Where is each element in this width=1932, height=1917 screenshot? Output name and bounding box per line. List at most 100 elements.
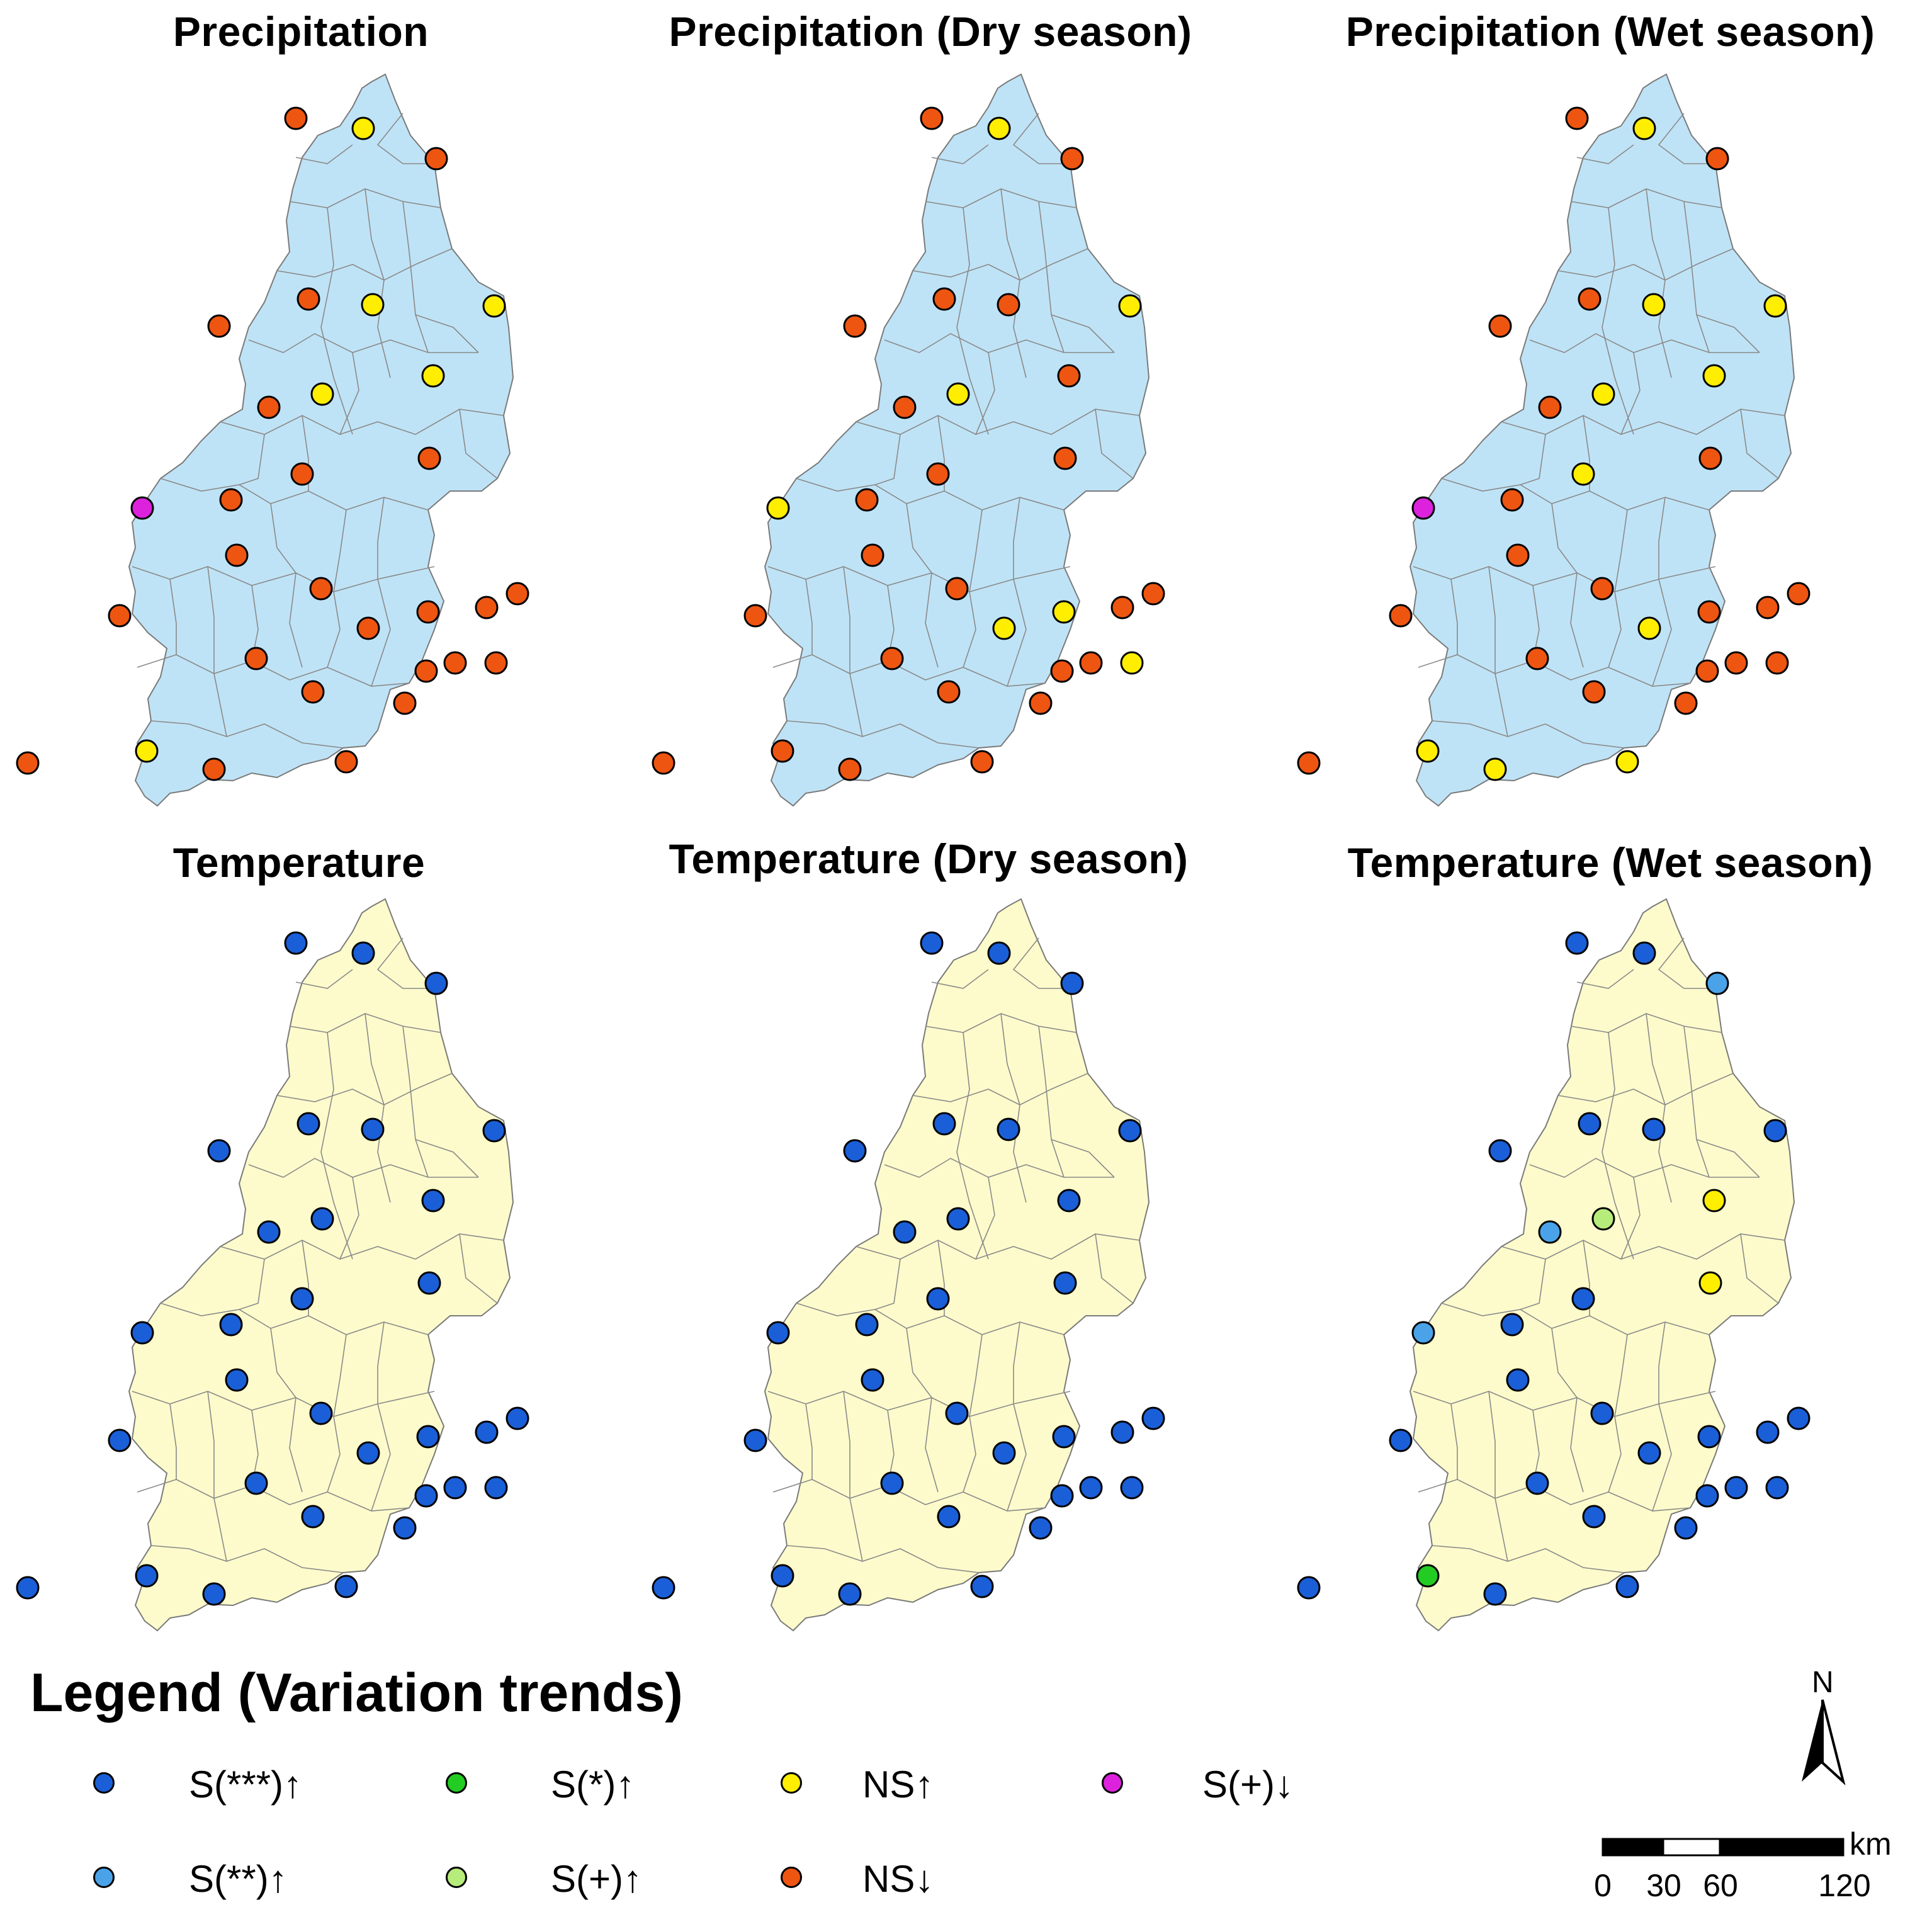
subbasin-boundary xyxy=(1740,409,1779,479)
station-marker-ns-up xyxy=(1632,116,1656,140)
legend-label-s-plus-down: S(+)↓ xyxy=(1202,1763,1294,1806)
station-marker-ns-down xyxy=(1079,651,1103,675)
station-marker-ns-down xyxy=(920,106,944,130)
legend-label-ns-up: NS↑ xyxy=(862,1763,934,1806)
station-marker-s3-up xyxy=(244,1471,268,1495)
station-marker-s3-up xyxy=(1590,1401,1614,1425)
subbasin-boundary xyxy=(327,509,347,668)
subbasin-boundary xyxy=(402,1026,429,1178)
subbasin-boundary xyxy=(1683,1026,1710,1178)
station-marker-s3-up xyxy=(920,931,944,955)
legend-label-s-plus-up: S(+)↑ xyxy=(551,1858,643,1900)
station-marker-ns-down xyxy=(1297,751,1321,775)
station-marker-s3-up xyxy=(1637,1441,1661,1465)
station-marker-s3-up xyxy=(652,1576,675,1600)
map-panel-4 xyxy=(16,898,529,1632)
subbasin-boundary xyxy=(1683,201,1710,353)
subbasin-boundary xyxy=(1557,248,1734,281)
subbasin-boundary xyxy=(1441,478,1710,511)
station-marker-s3-up xyxy=(482,1119,506,1143)
station-marker-s3-up xyxy=(997,1117,1020,1141)
station-marker-ns-down xyxy=(1582,680,1606,704)
subbasin-boundary xyxy=(1450,579,1458,655)
station-marker-ns-down xyxy=(1590,577,1614,601)
station-marker-ns-down xyxy=(309,577,333,601)
subbasin-boundary xyxy=(1602,1032,1634,1260)
station-marker-s3-up xyxy=(1565,931,1589,955)
station-marker-s3-up xyxy=(1763,1119,1787,1143)
panel-title-precipitation-dry: Precipitation (Dry season) xyxy=(669,8,1192,55)
station-marker-ns-down xyxy=(1389,604,1413,628)
scale-tick-0: 0 xyxy=(1594,1868,1612,1903)
station-marker-ns-down xyxy=(202,757,226,781)
station-marker-s3-up xyxy=(207,1139,231,1163)
subbasin-boundary xyxy=(1012,113,1070,164)
station-marker-ns-up xyxy=(1571,462,1595,486)
station-marker-ns-down xyxy=(932,287,956,311)
subbasin-boundary xyxy=(1038,201,1065,353)
map-panel-5 xyxy=(652,898,1165,1632)
station-marker-ns-down xyxy=(484,651,508,675)
station-marker-s3-up xyxy=(1079,1476,1103,1500)
region-boundary xyxy=(128,898,514,1632)
station-marker-ns-down xyxy=(356,616,380,640)
station-marker-ns-down xyxy=(414,659,438,683)
subbasin-boundary xyxy=(1696,1139,1760,1178)
station-marker-ns-up xyxy=(1698,1271,1722,1295)
subbasin-boundary xyxy=(843,1391,863,1562)
station-marker-s3-up xyxy=(257,1220,281,1244)
subbasin-boundary xyxy=(137,654,410,687)
subbasin-boundary xyxy=(1051,1139,1115,1178)
station-marker-s3-up xyxy=(1483,1582,1507,1606)
subbasin-boundary xyxy=(1501,1233,1785,1260)
subbasin-boundary xyxy=(376,937,434,989)
subbasin-boundary xyxy=(1620,352,1641,435)
station-marker-ns-down xyxy=(416,600,440,624)
subbasin-boundary xyxy=(767,566,1071,592)
station-marker-ns-up xyxy=(1637,616,1661,640)
station-marker-ns-down xyxy=(1060,147,1084,171)
subbasin-boundary xyxy=(1007,1321,1027,1512)
subbasin-boundary xyxy=(772,1479,1046,1512)
station-marker-ns-up xyxy=(310,382,334,406)
subbasin-boundary xyxy=(150,720,344,749)
station-marker-ns-down xyxy=(1695,659,1719,683)
station-marker-s3-up xyxy=(855,1313,879,1337)
station-marker-ns-down xyxy=(1756,596,1780,619)
subbasin-boundary xyxy=(1608,1334,1628,1493)
subbasin-boundary xyxy=(371,1321,391,1512)
subbasin-boundary xyxy=(132,566,435,592)
station-marker-ns-down xyxy=(257,395,281,419)
subbasin-boundary xyxy=(1551,503,1584,668)
region-boundary xyxy=(1409,73,1795,807)
station-marker-ns-down xyxy=(926,462,950,486)
map-panel-6 xyxy=(1297,898,1811,1632)
station-marker-s3-up xyxy=(1120,1476,1144,1500)
legend-label-ns-down: NS↓ xyxy=(862,1858,934,1900)
station-marker-ns-up xyxy=(1642,293,1666,317)
station-marker-s3-up xyxy=(225,1368,249,1392)
subbasin-boundary xyxy=(856,409,1140,435)
station-marker-s3-up xyxy=(16,1576,40,1600)
station-marker-s3-up xyxy=(1632,941,1656,965)
station-marker-ns-up xyxy=(1483,757,1507,781)
station-marker-s3-up xyxy=(290,1287,314,1311)
station-marker-s3-up xyxy=(1697,1425,1721,1449)
station-marker-ns-down xyxy=(475,596,499,619)
subbasin-boundary xyxy=(906,1328,939,1493)
legend-label-s3-up: S(***)↑ xyxy=(189,1763,303,1806)
station-marker-ns-down xyxy=(334,750,358,774)
station-marker-ns-up xyxy=(135,739,159,763)
station-marker-ns-down xyxy=(997,293,1020,317)
station-marker-s3-up xyxy=(926,1287,950,1311)
station-marker-ns-up xyxy=(766,496,790,520)
station-marker-ns-up xyxy=(1118,294,1142,318)
station-marker-ns-down xyxy=(855,488,879,512)
legend-dot-s2-up xyxy=(93,1867,115,1888)
station-marker-s3-up xyxy=(1488,1139,1512,1163)
subbasin-boundary xyxy=(1520,1258,1546,1310)
station-marker-ns-down xyxy=(1500,488,1524,512)
station-marker-ns-down xyxy=(1787,582,1811,606)
subbasin-boundary xyxy=(1602,207,1634,435)
station-marker-ns-down xyxy=(880,647,904,670)
